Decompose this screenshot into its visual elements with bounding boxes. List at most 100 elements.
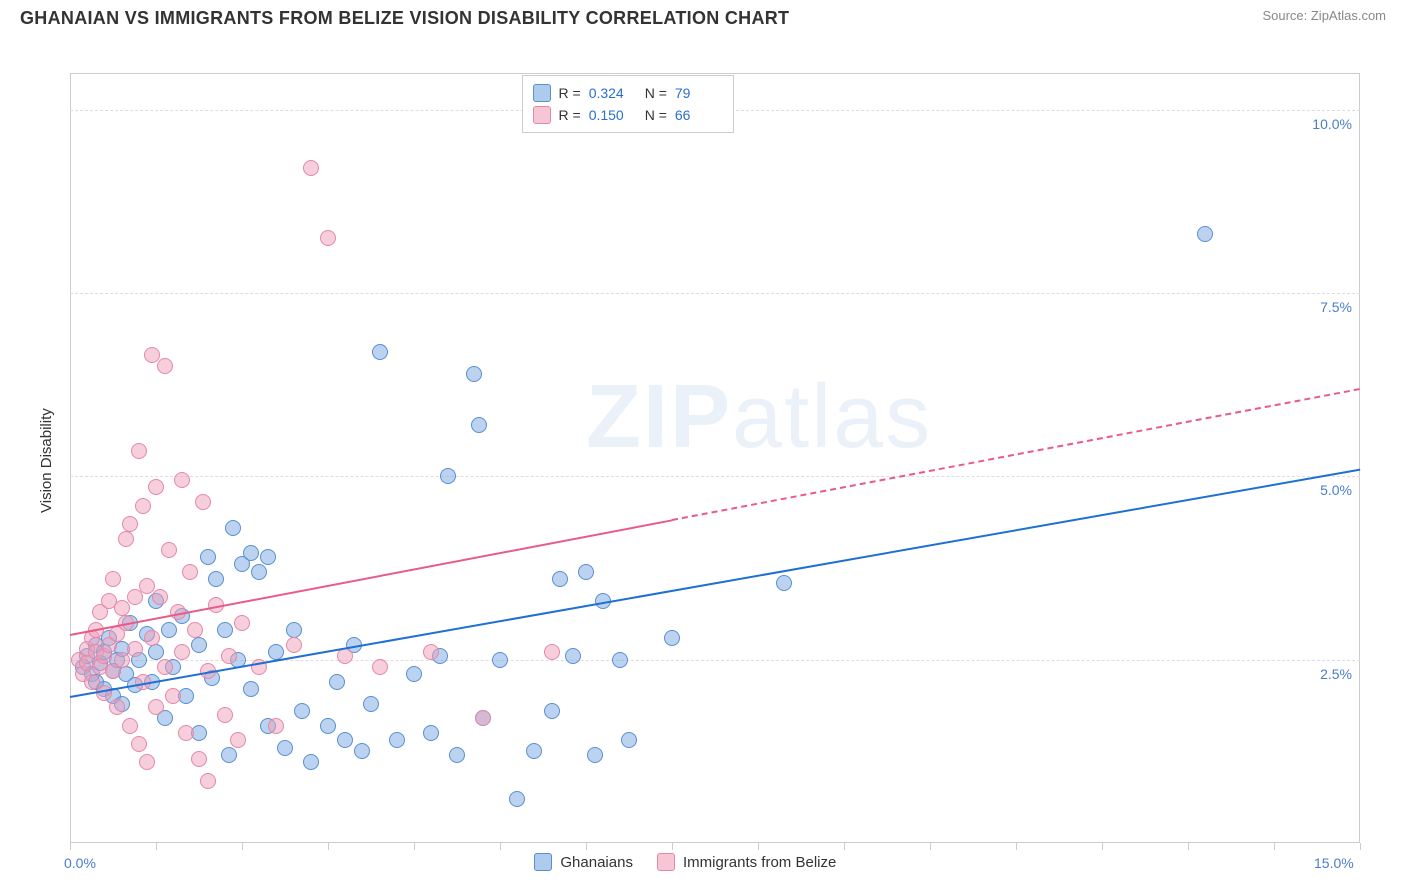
data-point <box>157 659 173 675</box>
data-point <box>221 747 237 763</box>
y-tick-label: 2.5% <box>1302 666 1352 682</box>
data-point <box>320 230 336 246</box>
watermark: ZIPatlas <box>586 366 932 469</box>
data-point <box>152 589 168 605</box>
data-point <box>526 743 542 759</box>
data-point <box>354 743 370 759</box>
data-point <box>122 516 138 532</box>
x-tick-label: 15.0% <box>1314 855 1354 871</box>
data-point <box>612 652 628 668</box>
data-point <box>471 417 487 433</box>
r-value: 0.150 <box>589 104 637 126</box>
legend-label: Ghanaians <box>560 854 633 871</box>
data-point <box>135 498 151 514</box>
data-point <box>161 622 177 638</box>
data-point <box>243 681 259 697</box>
x-tick <box>500 843 501 850</box>
x-tick <box>758 843 759 850</box>
legend-swatch <box>533 84 551 102</box>
data-point <box>406 666 422 682</box>
x-tick <box>1360 843 1361 850</box>
x-tick <box>930 843 931 850</box>
x-tick-label: 0.0% <box>64 855 96 871</box>
data-point <box>372 344 388 360</box>
data-point <box>372 659 388 675</box>
data-point <box>466 366 482 382</box>
legend-label: Immigrants from Belize <box>683 854 836 871</box>
y-axis-label: Vision Disability <box>38 408 55 513</box>
data-point <box>286 637 302 653</box>
x-tick <box>242 843 243 850</box>
data-point <box>565 648 581 664</box>
data-point <box>251 564 267 580</box>
source-label: Source: ZipAtlas.com <box>1262 8 1386 23</box>
data-point <box>225 520 241 536</box>
data-point <box>544 644 560 660</box>
data-point <box>268 718 284 734</box>
r-label: R = <box>559 104 581 126</box>
data-point <box>320 718 336 734</box>
data-point <box>664 630 680 646</box>
grid-line <box>70 293 1360 294</box>
data-point <box>191 751 207 767</box>
data-point <box>174 644 190 660</box>
data-point <box>329 674 345 690</box>
data-point <box>492 652 508 668</box>
series-legend: Ghanaians Immigrants from Belize <box>534 853 836 871</box>
data-point <box>131 443 147 459</box>
data-point <box>148 479 164 495</box>
data-point <box>423 725 439 741</box>
scatter-chart: 2.5%5.0%7.5%10.0%0.0%15.0%Vision Disabil… <box>20 33 1386 863</box>
data-point <box>200 773 216 789</box>
data-point <box>303 160 319 176</box>
x-tick <box>70 843 71 850</box>
x-tick <box>672 843 673 850</box>
trend-line <box>70 469 1360 698</box>
data-point <box>195 494 211 510</box>
data-point <box>157 358 173 374</box>
data-point <box>127 641 143 657</box>
data-point <box>776 575 792 591</box>
data-point <box>294 703 310 719</box>
data-point <box>182 564 198 580</box>
data-point <box>109 699 125 715</box>
data-point <box>127 589 143 605</box>
data-point <box>578 564 594 580</box>
data-point <box>217 707 233 723</box>
r-value: 0.324 <box>589 82 637 104</box>
data-point <box>449 747 465 763</box>
data-point <box>621 732 637 748</box>
x-tick <box>1188 843 1189 850</box>
x-tick <box>414 843 415 850</box>
data-point <box>363 696 379 712</box>
x-tick <box>844 843 845 850</box>
y-tick-label: 7.5% <box>1302 299 1352 315</box>
data-point <box>234 615 250 631</box>
data-point <box>475 710 491 726</box>
data-point <box>174 472 190 488</box>
r-label: R = <box>559 82 581 104</box>
data-point <box>131 736 147 752</box>
y-tick-label: 5.0% <box>1302 482 1352 498</box>
data-point <box>118 531 134 547</box>
data-point <box>260 549 276 565</box>
legend-swatch <box>534 853 552 871</box>
n-label: N = <box>645 82 667 104</box>
data-point <box>552 571 568 587</box>
data-point <box>144 630 160 646</box>
x-tick <box>1274 843 1275 850</box>
data-point <box>105 571 121 587</box>
data-point <box>114 652 130 668</box>
data-point <box>139 754 155 770</box>
x-tick <box>156 843 157 850</box>
data-point <box>161 542 177 558</box>
trend-line-extrapolated <box>672 388 1360 521</box>
data-point <box>200 549 216 565</box>
data-point <box>587 747 603 763</box>
y-tick-label: 10.0% <box>1302 116 1352 132</box>
legend-swatch <box>657 853 675 871</box>
legend-row: R =0.324N =79 <box>533 82 723 104</box>
data-point <box>509 791 525 807</box>
data-point <box>114 600 130 616</box>
data-point <box>243 545 259 561</box>
